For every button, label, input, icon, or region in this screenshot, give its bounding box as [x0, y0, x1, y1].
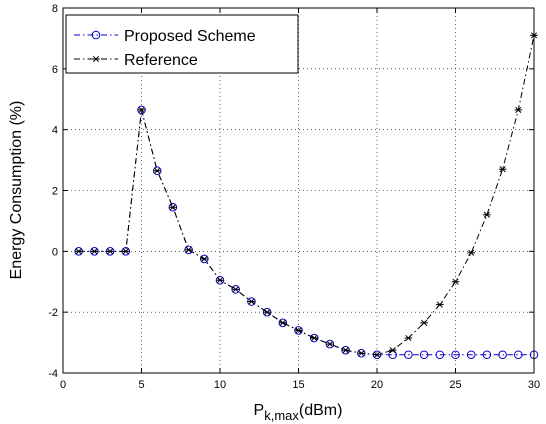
data-point — [294, 327, 303, 334]
data-point — [483, 211, 491, 218]
legend-entry: Proposed Scheme — [74, 28, 256, 45]
data-point — [137, 106, 146, 113]
x-tick-label: 15 — [292, 379, 304, 391]
data-point — [90, 248, 99, 255]
data-point — [482, 350, 492, 360]
data-point — [419, 350, 429, 360]
y-tick-label: 6 — [52, 64, 58, 76]
y-tick-label: -4 — [48, 368, 58, 380]
y-axis-label: Energy Consumption (%) — [8, 101, 25, 280]
data-point — [404, 334, 413, 342]
data-point — [279, 319, 287, 326]
x-tick-label: 20 — [371, 379, 383, 391]
x-tick-label: 30 — [528, 379, 540, 391]
legend-marker — [91, 30, 101, 40]
axis-ticks — [62, 7, 535, 374]
data-point — [467, 249, 475, 256]
data-point — [514, 350, 523, 360]
x-tick-label: 25 — [449, 379, 461, 391]
x-tick-label: 5 — [138, 379, 144, 391]
x-tick-label: 10 — [214, 379, 226, 391]
y-tick-label: 0 — [52, 246, 58, 258]
data-point — [498, 350, 507, 360]
series-line — [78, 35, 535, 356]
legend-marker — [92, 55, 100, 63]
data-point — [247, 298, 256, 305]
series-star — [74, 32, 538, 358]
data-point — [451, 278, 460, 285]
data-point — [436, 301, 444, 308]
data-point — [122, 248, 130, 255]
grid-lines — [63, 8, 534, 373]
data-point — [310, 334, 318, 342]
data-point — [420, 319, 428, 326]
data-point — [388, 350, 398, 360]
data-point — [153, 167, 161, 174]
data-point — [263, 309, 271, 316]
data-point — [498, 166, 507, 173]
series-line — [78, 109, 534, 356]
y-tick-label: 4 — [52, 125, 58, 137]
data-point — [184, 246, 193, 253]
data-point — [357, 350, 366, 357]
data-point — [451, 350, 460, 360]
y-tick-label: -2 — [48, 307, 58, 319]
data-point — [326, 341, 334, 348]
data-point — [106, 248, 114, 255]
series-circle — [74, 105, 539, 360]
data-point — [231, 286, 240, 293]
series-layer — [74, 32, 539, 360]
data-point — [74, 248, 83, 255]
data-point — [373, 351, 381, 358]
y-tick-label: 2 — [52, 186, 58, 198]
data-point — [514, 106, 523, 113]
data-point — [200, 255, 209, 262]
data-point — [388, 347, 397, 354]
data-point — [466, 350, 476, 360]
legend-label: Reference — [124, 52, 198, 69]
legend-label: Proposed Scheme — [124, 28, 256, 45]
legend-entry: Reference — [74, 52, 198, 69]
legend-box — [65, 14, 299, 74]
data-point — [341, 347, 350, 354]
data-point — [169, 204, 177, 211]
y-tick-label: 8 — [52, 3, 58, 15]
data-point — [404, 350, 413, 360]
data-point — [435, 350, 445, 360]
tick-labels: 0 5 10 15 20 25 30 -4 -2 0 2 4 6 8 — [48, 3, 540, 391]
x-tick-label: 0 — [60, 379, 66, 391]
legend: Proposed Scheme Reference — [65, 14, 299, 74]
x-axis-label: Pk,max(dBm) — [254, 402, 343, 423]
data-point — [216, 277, 224, 284]
